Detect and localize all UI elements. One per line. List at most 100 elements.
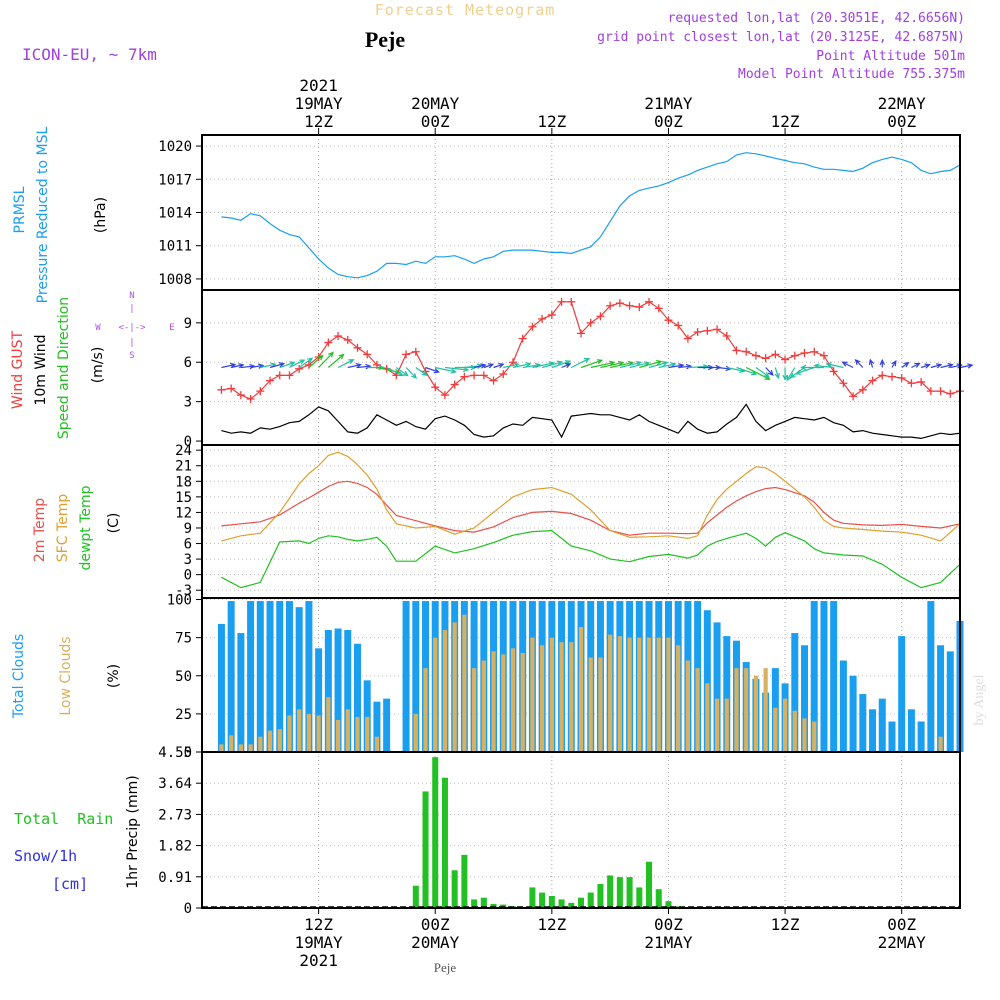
- low-cloud-bar: [248, 744, 253, 752]
- clouds-ytick-label: 75: [175, 631, 192, 647]
- bottom-time-label: 00Z: [421, 915, 450, 934]
- low-cloud-bar: [267, 730, 273, 752]
- low-clouds-label: Low Clouds: [58, 636, 74, 715]
- gust-marker: [800, 349, 809, 358]
- temperature-panel-labels: 2m Temp SFC Temp dewpt Temp (C): [32, 485, 122, 570]
- watermark: by Angel: [972, 674, 987, 725]
- total-cloud-bar: [363, 680, 371, 752]
- low-cloud-bar: [540, 645, 545, 752]
- wind-arrow: [357, 365, 371, 369]
- temp-dewpt-label: dewpt Temp: [78, 485, 94, 570]
- total-cloud-bar: [810, 601, 818, 752]
- wind-arrow: [415, 367, 427, 376]
- requested-coords: requested lon,lat (20.3051E, 42.6656N): [668, 11, 965, 26]
- prmsl-line: [221, 152, 961, 279]
- gust-marker: [781, 355, 790, 364]
- location-title: Peje: [365, 27, 406, 52]
- total-cloud-bar: [820, 601, 828, 752]
- temp-2m-label: 2m Temp: [32, 498, 48, 562]
- precip-ytick-label: 2.73: [158, 807, 192, 823]
- rain-bar: [665, 901, 672, 908]
- rain-bar: [646, 861, 653, 908]
- wind-arrow-head: [584, 357, 591, 363]
- low-cloud-bar: [773, 707, 778, 752]
- temperature-ytick-label: 3: [184, 552, 192, 568]
- gust-marker: [440, 391, 449, 400]
- low-cloud-bar: [714, 698, 720, 752]
- low-cloud-bar: [646, 637, 652, 752]
- temperature-ytick-label: 18: [175, 474, 192, 490]
- 10m-wind-line: [221, 403, 961, 440]
- gust-marker: [868, 376, 877, 385]
- compass-rose: N | W <-|-> E | S: [95, 291, 174, 361]
- gust-marker: [343, 335, 352, 344]
- gust-marker: [810, 347, 819, 356]
- gust-marker: [664, 316, 673, 325]
- low-cloud-bar: [423, 668, 428, 752]
- wind-arrow: [522, 364, 540, 369]
- precip-frame: [201, 751, 961, 909]
- gust-marker: [635, 303, 644, 312]
- low-cloud-bar: [472, 668, 477, 752]
- total-cloud-bar: [315, 648, 323, 752]
- wind-arrow: [435, 366, 456, 373]
- gust-marker: [334, 331, 343, 340]
- gust-marker: [596, 312, 605, 321]
- low-cloud-bar: [530, 637, 535, 752]
- wind-arrow-head: [800, 364, 807, 371]
- low-cloud-bar: [433, 637, 438, 752]
- dewpt-temp-line: [221, 529, 961, 589]
- gust-marker: [499, 370, 508, 379]
- pressure-ytick-label: 1014: [158, 206, 192, 222]
- pressure-msl-label: Pressure Reduced to MSL: [35, 126, 51, 303]
- temperature-ytick-label: 21: [175, 459, 192, 475]
- wind-ytick-label: 9: [184, 316, 192, 332]
- wind-arrow-head: [825, 362, 832, 368]
- low-cloud-bar: [549, 637, 554, 752]
- low-cloud-bar: [705, 683, 710, 752]
- low-cloud-bar: [763, 668, 768, 752]
- wind-arrow: [600, 361, 624, 369]
- top-time-label: 12Z: [537, 112, 566, 131]
- gust-marker: [703, 326, 712, 335]
- wind-arrow-head: [289, 361, 296, 367]
- low-cloud-bar: [491, 651, 496, 752]
- temperature-ytick-label: 0: [184, 568, 192, 584]
- precip-ytick-label: 1.82: [158, 839, 192, 855]
- total-cloud-bar: [703, 610, 711, 752]
- gust-marker: [654, 304, 663, 313]
- low-cloud-bar: [277, 729, 282, 752]
- temp-sfc-label: SFC Temp: [55, 494, 71, 563]
- low-cloud-bar: [345, 709, 350, 752]
- wind-arrow: [571, 358, 590, 369]
- total-cloud-bar: [917, 721, 925, 752]
- bottom-time-label: 20MAY: [411, 933, 460, 952]
- wind-arrow: [940, 364, 953, 369]
- low-cloud-bar: [744, 668, 749, 752]
- top-time-label: 20MAY: [411, 94, 460, 113]
- wind-arrow-head: [421, 370, 428, 377]
- snow-label: Snow/1h: [14, 847, 77, 865]
- gust-marker: [645, 297, 654, 306]
- temperature-ytick-label: 15: [175, 490, 192, 506]
- model-label: ICON-EU, ~ 7km: [22, 45, 157, 64]
- top-time-label: 12Z: [304, 112, 333, 131]
- bottom-time-label: 19MAY: [295, 933, 344, 952]
- point-altitude: Point Altitude 501m: [816, 49, 965, 64]
- rain-bar: [461, 854, 468, 908]
- wind-units: (m/s): [90, 347, 106, 384]
- total-cloud-bar: [859, 694, 867, 752]
- wind-arrow-head: [914, 362, 921, 368]
- low-cloud-bar: [569, 642, 574, 752]
- wind-gust-label: Wind GUST: [10, 330, 26, 409]
- top-time-label: 22MAY: [878, 94, 927, 113]
- wind-arrow-head: [935, 363, 943, 369]
- gust-marker: [946, 389, 955, 398]
- gust-marker: [567, 297, 576, 306]
- wind-arrow: [269, 363, 284, 369]
- top-time-label: 00Z: [887, 112, 916, 131]
- wind-arrow-head: [854, 359, 861, 365]
- wind-arrow-head: [229, 362, 237, 369]
- total-cloud-bar: [849, 675, 857, 752]
